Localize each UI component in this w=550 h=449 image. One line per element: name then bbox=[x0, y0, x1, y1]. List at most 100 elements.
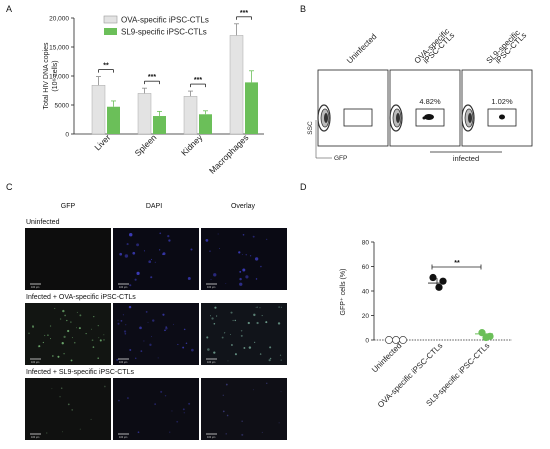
cell-signal bbox=[183, 412, 185, 414]
micro-sl9-gfp bbox=[25, 378, 111, 440]
cell-signal bbox=[259, 307, 261, 309]
cell-signal bbox=[159, 249, 161, 251]
cell-signal bbox=[47, 334, 49, 337]
cell-signal bbox=[213, 351, 216, 354]
cell-signal bbox=[103, 385, 106, 388]
cell-signal bbox=[256, 306, 258, 308]
cell-signal bbox=[213, 322, 216, 325]
scale-bar-label: 100 µm bbox=[31, 436, 39, 439]
panel-a-category-label: Liver bbox=[92, 132, 112, 152]
micro-uninfected-overlay bbox=[201, 228, 287, 290]
gate-value-sl9: 1.02% bbox=[491, 97, 513, 106]
cell-signal bbox=[240, 334, 243, 337]
panel-d-ylabel: GFP⁺ cells (%) bbox=[340, 269, 347, 316]
cell-signal bbox=[226, 414, 229, 417]
data-point bbox=[478, 329, 486, 337]
cell-signal bbox=[211, 317, 214, 320]
cell-signal bbox=[71, 408, 74, 411]
cell-signal bbox=[162, 313, 165, 316]
legend-label-ova: OVA-specific iPSC-CTLs bbox=[121, 16, 209, 25]
panel-d-category-label: Uninfected bbox=[370, 341, 403, 374]
cell-signal bbox=[265, 321, 268, 324]
cell-signal bbox=[125, 324, 127, 326]
cell-signal bbox=[97, 357, 99, 359]
cell-signal bbox=[78, 327, 81, 330]
cell-signal bbox=[188, 402, 191, 405]
sig-stars: ** bbox=[103, 63, 109, 70]
micro-ova-gfp bbox=[25, 303, 111, 365]
cell-signal bbox=[182, 346, 185, 349]
panel-d-y-ticks: 0 20 40 60 80 bbox=[362, 240, 374, 345]
cell-signal bbox=[173, 323, 174, 325]
cell-signal bbox=[241, 253, 243, 255]
cell-signal bbox=[255, 278, 258, 280]
cell-signal bbox=[185, 342, 188, 345]
cell-signal bbox=[165, 327, 168, 330]
cell-signal bbox=[215, 315, 218, 317]
panel-letter-a: A bbox=[6, 4, 12, 14]
scale-bar-label: 100 µm bbox=[31, 361, 39, 364]
data-point bbox=[439, 277, 447, 285]
cell-signal bbox=[134, 278, 137, 281]
cell-signal bbox=[231, 344, 233, 346]
panel-a-significance: ***** ****** bbox=[98, 10, 252, 88]
cell-signal bbox=[140, 350, 143, 352]
cell-signal bbox=[118, 399, 120, 402]
cell-signal bbox=[54, 308, 56, 309]
cell-signal bbox=[268, 359, 271, 362]
cell-signal bbox=[205, 238, 209, 242]
cell-signal bbox=[117, 319, 119, 321]
cell-signal bbox=[64, 314, 66, 317]
cell-signal bbox=[157, 357, 159, 359]
cell-signal bbox=[210, 279, 212, 281]
cell-signal bbox=[97, 325, 99, 327]
panel-a-y-ticks: 0 5000 10,000 15,000 20,000 bbox=[49, 15, 74, 138]
bar bbox=[229, 35, 244, 135]
cell-signal bbox=[243, 347, 246, 349]
cell-signal bbox=[91, 339, 94, 342]
cell-signal bbox=[176, 420, 179, 423]
cell-signal bbox=[278, 306, 280, 308]
cell-signal bbox=[71, 337, 73, 339]
scale-bar-label: 100 µm bbox=[207, 361, 215, 364]
cell-signal bbox=[119, 252, 123, 256]
panel-a-ytick-label: 15,000 bbox=[49, 44, 69, 51]
row-label-ova: Infected + OVA-specific iPSC-CTLs bbox=[26, 294, 136, 301]
cell-signal bbox=[234, 353, 237, 356]
cell-signal bbox=[59, 318, 62, 320]
flow-population-sl9 bbox=[461, 104, 475, 132]
flow-plot-uninfected bbox=[317, 69, 389, 147]
panel-d-ytick-label: 60 bbox=[362, 264, 370, 271]
panel-letter-b: B bbox=[300, 4, 306, 14]
cell-signal bbox=[230, 311, 233, 314]
cell-signal bbox=[137, 431, 140, 434]
cell-signal bbox=[279, 354, 282, 356]
cell-signal bbox=[164, 395, 167, 397]
cell-signal bbox=[51, 388, 53, 390]
panel-a-ylabel-line1: Total HIV DNA copies bbox=[43, 42, 50, 109]
panel-d-ytick-label: 40 bbox=[362, 289, 370, 296]
legend-label-sl9: SL9-specific iPSC-CTLs bbox=[121, 28, 207, 37]
cell-signal bbox=[247, 321, 250, 325]
cell-signal bbox=[250, 255, 252, 257]
cell-signal bbox=[67, 403, 70, 406]
microscopy-scale-bars: 100 µm 100 µm 100 µm 100 µm 100 µm 100 µm 100 … bbox=[30, 283, 217, 439]
scale-bar-label: 100 µm bbox=[31, 286, 39, 289]
cell-signal bbox=[70, 321, 72, 323]
cell-signal bbox=[159, 232, 162, 235]
cell-signal bbox=[240, 330, 243, 332]
cell-signal bbox=[169, 431, 171, 433]
cell-signal bbox=[127, 397, 129, 399]
cell-signal bbox=[152, 319, 155, 322]
cell-signal bbox=[154, 403, 156, 405]
cell-signal bbox=[221, 336, 224, 339]
panel-a-bars bbox=[91, 23, 258, 135]
data-point bbox=[385, 336, 393, 344]
cell-signal bbox=[213, 273, 217, 277]
bar bbox=[91, 85, 106, 135]
data-point bbox=[435, 283, 443, 291]
